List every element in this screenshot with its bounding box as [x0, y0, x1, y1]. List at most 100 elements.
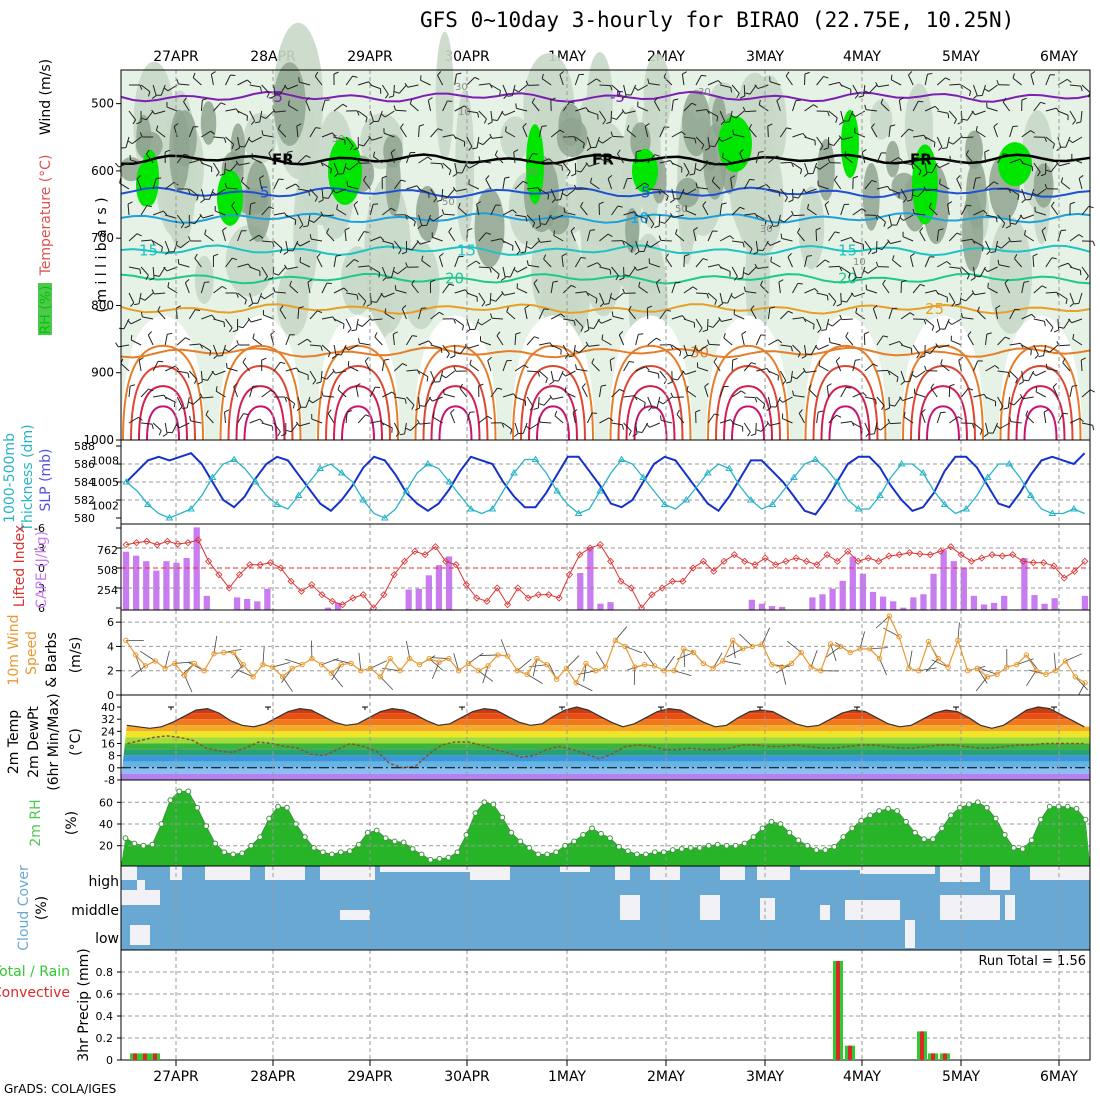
rh-saturated [141, 149, 159, 206]
cloud-gap [615, 866, 630, 880]
rh2m-marker [355, 841, 362, 848]
lifted-index-marker [473, 594, 481, 602]
cape-bar [587, 547, 594, 610]
thickness-marker [531, 455, 540, 462]
wind10m-bg [121, 610, 1090, 695]
isotherm-label: FR [910, 150, 932, 168]
cape-bar [334, 602, 342, 610]
rh2m-marker [284, 804, 290, 811]
rh-contour-label: 10 [853, 257, 866, 268]
wind10m-marker [279, 674, 286, 680]
wind10m-marker [299, 661, 305, 668]
thickness-marker [574, 509, 583, 516]
date-label-bottom: 27APR [153, 1069, 199, 1085]
wind10m-marker [172, 660, 178, 667]
lifted-index-marker [524, 594, 532, 602]
rh2m-marker [445, 854, 452, 861]
wind10m-marker [818, 668, 824, 674]
rh2m-marker [382, 835, 389, 842]
cape-bar [980, 604, 988, 610]
rh2m-marker [499, 814, 506, 821]
rh2m-marker [266, 815, 272, 822]
thickness-marker [553, 487, 561, 494]
rh2m-marker [185, 788, 192, 795]
cloud-gap [905, 920, 915, 948]
wind10m-marker [955, 637, 961, 644]
wind10m-marker [730, 637, 736, 644]
thickness-marker [940, 500, 949, 507]
thickness-marker [467, 505, 475, 512]
wind10m-marker [416, 661, 423, 668]
cape-bar [1051, 598, 1058, 610]
wind10m-marker [191, 660, 198, 667]
rh2m-marker [1028, 837, 1035, 844]
t2m-ylabel-2: 2m DewPt [26, 706, 42, 778]
lifted-index-marker [493, 584, 501, 592]
thickness-marker [790, 473, 798, 480]
rh2m-marker [230, 851, 237, 858]
rh-region [225, 225, 274, 297]
cape-bar [1021, 558, 1028, 610]
isotherm-label: FR [592, 150, 614, 168]
wind10m-marker [162, 665, 168, 671]
wind10m-marker [788, 660, 795, 667]
rh2m-marker [589, 825, 595, 832]
slp-ytick-label: 1005 [91, 476, 119, 489]
rh-region-moist [817, 139, 835, 201]
cloud-gap [940, 895, 1000, 920]
warm-isotherm [625, 385, 676, 441]
t2m-ytick-label: 8 [108, 750, 115, 763]
precip-convective-bar [143, 1053, 147, 1060]
cape-bar [203, 595, 210, 610]
wind10m-marker [916, 668, 922, 674]
rh2m-marker [687, 844, 694, 851]
rh2m-marker [203, 823, 210, 830]
thickness-marker [380, 514, 389, 521]
rh2m-marker [992, 815, 999, 822]
warm-isotherm [219, 344, 302, 441]
lifted-index-marker [916, 550, 924, 558]
rh2m-marker [212, 840, 219, 847]
warm-isotherm [414, 344, 497, 441]
slp-ytick-label: 1002 [91, 500, 119, 513]
rh2m-marker [346, 848, 353, 855]
precip-convective-bar [920, 1031, 924, 1060]
rh2m-marker [391, 838, 398, 845]
precip-bg [121, 950, 1090, 1060]
slp-line [125, 452, 1086, 516]
upper-air-ylabel-0: RH (%) [38, 286, 54, 335]
cape-ylabel: CAPE (J/kg) [34, 531, 50, 609]
t2m-band [121, 767, 1090, 774]
rh2m-marker [319, 849, 326, 856]
wind10m-marker [935, 655, 941, 662]
thickness-marker [165, 514, 174, 521]
wind10m-marker [455, 668, 462, 674]
wind10m-marker [964, 668, 971, 674]
warm-isotherm [828, 405, 863, 441]
wind10m-marker [211, 651, 217, 657]
lifted-index-marker [390, 571, 398, 579]
cape-bar [143, 561, 150, 610]
rh-contour-label: 30 [760, 224, 773, 235]
lifted-index-marker [1050, 562, 1058, 570]
wind10m-marker [377, 674, 384, 680]
rh2m-ylabel: 2m RH [28, 799, 44, 846]
wind10m-marker [338, 661, 344, 668]
lifted-index-marker [132, 539, 141, 547]
cape-bar [849, 556, 856, 610]
wind10m-marker [152, 658, 158, 664]
rh2m-marker [867, 812, 874, 819]
wind10m-marker [641, 661, 648, 668]
thickness-marker [725, 464, 734, 471]
cape-bar [244, 598, 251, 610]
rh2m-marker [535, 851, 542, 858]
cloud-gap [470, 866, 510, 880]
rh2m-marker [831, 843, 838, 850]
cloud-gap [560, 866, 590, 872]
rh-saturated [841, 110, 859, 178]
wind10m-marker [446, 655, 452, 662]
lifted-index-marker [1070, 567, 1079, 575]
lifted-index-marker [565, 571, 573, 579]
wind10m-marker [700, 660, 707, 667]
t2m-band [121, 737, 1090, 744]
